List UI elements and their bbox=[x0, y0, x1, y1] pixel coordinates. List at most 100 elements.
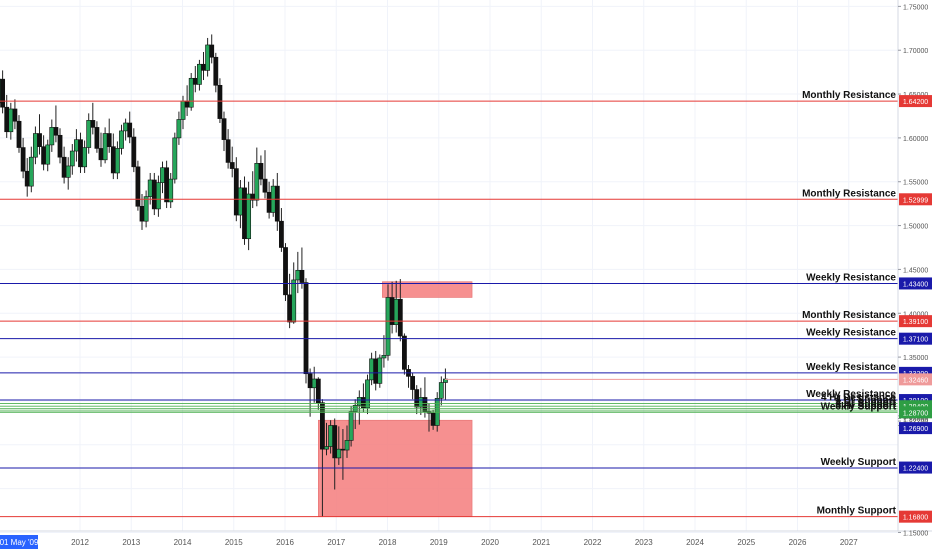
candle-body bbox=[151, 179, 157, 210]
candle-body bbox=[233, 168, 239, 216]
x-tick-label: 2022 bbox=[584, 538, 602, 547]
y-tick-label: 1.75000 bbox=[903, 4, 928, 11]
candle-body bbox=[274, 185, 280, 222]
candle-body bbox=[369, 358, 375, 381]
level-name: Weekly Resistance bbox=[806, 362, 896, 373]
last-price-box bbox=[899, 373, 932, 386]
candle-body bbox=[402, 335, 407, 370]
candle-body bbox=[74, 139, 79, 152]
level-name: 4 Hr Support bbox=[835, 401, 896, 412]
y-tick-label: 1.28000 bbox=[903, 416, 928, 423]
y-tick-label: 1.35000 bbox=[903, 355, 928, 362]
candle-body bbox=[356, 397, 362, 406]
x-tick-label: 2024 bbox=[686, 538, 704, 547]
level-name: Monthly Support bbox=[817, 506, 897, 517]
candle-body bbox=[102, 133, 108, 161]
candle-body bbox=[221, 118, 227, 140]
candle-body bbox=[160, 167, 165, 183]
candle-body bbox=[373, 358, 379, 384]
x-tick-label: 2012 bbox=[71, 538, 89, 547]
candle-body bbox=[131, 136, 137, 168]
candle-body bbox=[119, 130, 124, 149]
candle-body bbox=[365, 379, 370, 409]
level-name: Monthly Resistance bbox=[802, 90, 896, 101]
level-price-box bbox=[899, 315, 932, 328]
candle-body bbox=[348, 411, 354, 441]
candle-body bbox=[229, 162, 235, 169]
x-tick-label: 2014 bbox=[174, 538, 192, 547]
candle-body bbox=[127, 122, 133, 138]
x-tick-label: 2026 bbox=[789, 538, 807, 547]
level-price-box bbox=[899, 193, 932, 206]
x-tick-label: 2016 bbox=[276, 538, 294, 547]
level-name: Monthly Resistance bbox=[802, 310, 896, 321]
candle-body bbox=[90, 120, 96, 128]
candle-body bbox=[266, 191, 272, 213]
candle-body bbox=[65, 165, 71, 178]
last-price-text: 1.32460 bbox=[903, 377, 928, 384]
level-price-box bbox=[899, 95, 932, 108]
y-tick-label: 1.15000 bbox=[903, 530, 928, 537]
zone-rect bbox=[382, 281, 473, 298]
candle-body bbox=[332, 425, 338, 459]
candle-body bbox=[213, 56, 219, 86]
x-tick-label: 2013 bbox=[122, 538, 140, 547]
candle-body bbox=[303, 282, 309, 375]
level-price-box bbox=[899, 277, 932, 290]
candle-body bbox=[49, 127, 55, 146]
candle-body bbox=[16, 120, 22, 148]
x-tick-label: 2023 bbox=[635, 538, 653, 547]
candle-body bbox=[381, 355, 387, 359]
y-tick-label: 1.70000 bbox=[903, 48, 928, 55]
x-tick-label: 2027 bbox=[840, 538, 858, 547]
candle-body bbox=[24, 170, 30, 187]
candle-body bbox=[33, 133, 38, 158]
candle-body bbox=[41, 146, 47, 165]
candle-body bbox=[344, 440, 350, 451]
x-tick-label: 2015 bbox=[225, 538, 243, 547]
candle-body bbox=[20, 147, 26, 172]
candle-body bbox=[197, 63, 202, 85]
candle-body bbox=[37, 133, 42, 147]
level-price-box bbox=[899, 406, 932, 419]
candle-body bbox=[225, 139, 231, 163]
x-tick-label: 2020 bbox=[481, 538, 499, 547]
candle-body bbox=[307, 373, 313, 389]
candle-body bbox=[143, 196, 149, 222]
extra-price-box bbox=[899, 461, 932, 474]
candle-body bbox=[110, 146, 116, 174]
extra-price-box bbox=[899, 422, 932, 435]
candle-body bbox=[320, 402, 325, 450]
x-tick-label: 2017 bbox=[327, 538, 345, 547]
candle-body bbox=[188, 77, 194, 108]
candle-body bbox=[28, 156, 34, 187]
candle-body bbox=[258, 163, 264, 180]
level-name: Weekly Resistance bbox=[806, 272, 896, 283]
candle-body bbox=[315, 378, 321, 403]
candle-body bbox=[176, 119, 182, 139]
level-layer: Monthly Resistance Monthly Resistance Week… bbox=[0, 90, 898, 518]
candle-body bbox=[78, 139, 83, 168]
candle-body bbox=[0, 78, 6, 108]
level-price-text: 1.43400 bbox=[903, 281, 928, 288]
candle-body bbox=[328, 425, 334, 447]
y-tick-label: 1.50000 bbox=[903, 224, 928, 231]
extra-price-text: 1.26900 bbox=[903, 426, 928, 433]
candle-body bbox=[4, 106, 10, 133]
level-price-text: 1.52999 bbox=[903, 197, 928, 204]
candle-body bbox=[123, 122, 129, 132]
level-price-text: 1.64200 bbox=[903, 99, 928, 106]
candle-body bbox=[311, 378, 317, 389]
x-start-chip bbox=[0, 535, 38, 549]
candle-body bbox=[377, 357, 383, 384]
candle-body bbox=[192, 77, 198, 85]
y-tick-label: 1.60000 bbox=[903, 136, 928, 143]
candle-body bbox=[106, 133, 112, 147]
x-tick-label: 2018 bbox=[379, 538, 397, 547]
candle-body bbox=[139, 205, 145, 222]
candle-body bbox=[217, 84, 223, 119]
candle-body bbox=[389, 297, 395, 325]
level-name: Weekly Support bbox=[821, 401, 897, 412]
